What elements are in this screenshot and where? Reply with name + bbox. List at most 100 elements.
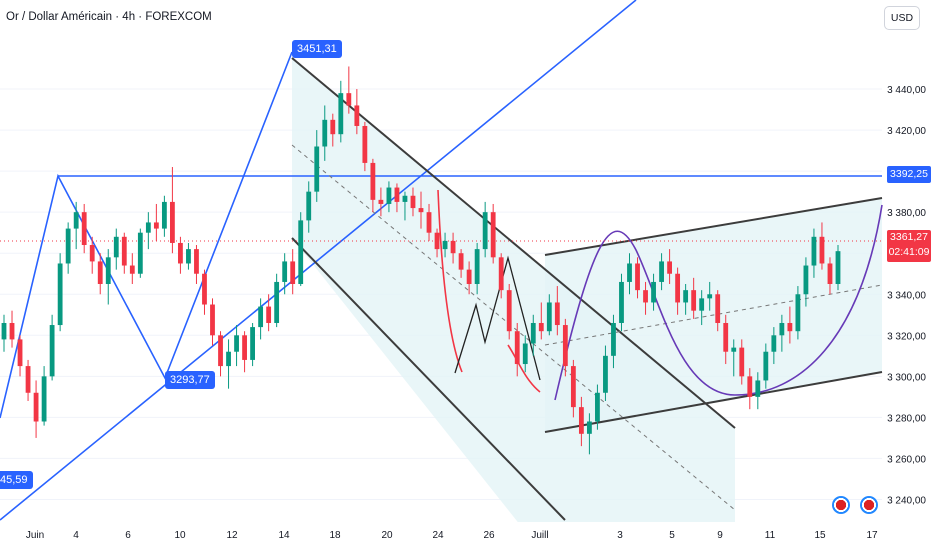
- candle-body: [659, 261, 664, 282]
- candle-body: [570, 366, 576, 408]
- candle-body: [530, 322, 536, 344]
- descending-channel-fill: [292, 58, 735, 550]
- candle-body: [482, 212, 488, 250]
- candle-body: [137, 232, 143, 274]
- candle-body: [450, 240, 456, 254]
- candle-body: [57, 263, 63, 326]
- x-axis: Juin 4 6 10 12 14 18 20 24 26 Juill 3 5 9 11 15 17: [0, 522, 932, 550]
- candle-body: [755, 380, 761, 397]
- level-price-label: 3392,25: [887, 166, 931, 183]
- candle-body: [266, 306, 272, 323]
- candle-body: [330, 119, 336, 135]
- candle-body: [667, 261, 673, 274]
- candle-body: [538, 322, 544, 332]
- candle-body: [290, 261, 296, 284]
- candle-body: [739, 347, 745, 377]
- low-tag: 3293,77: [165, 371, 215, 389]
- candle-body: [554, 302, 560, 326]
- candle-body: [121, 236, 127, 266]
- candle-body: [619, 281, 624, 323]
- candle-body: [474, 249, 480, 284]
- candle-body: [410, 195, 416, 209]
- candle-body: [234, 335, 239, 352]
- candle-body: [186, 249, 191, 264]
- candle-body: [97, 261, 103, 284]
- candle-body: [787, 322, 793, 332]
- y-tick-label: 3 320,00: [887, 331, 926, 342]
- y-tick-label: 3 440,00: [887, 85, 926, 96]
- candle-body: [105, 257, 111, 284]
- ascending-trendline: [0, 0, 637, 521]
- candle-body: [113, 236, 119, 258]
- y-tick-label: 3 280,00: [887, 413, 926, 424]
- candle-body: [394, 187, 400, 202]
- candle-body: [771, 335, 777, 352]
- candle-body: [611, 322, 616, 356]
- candle-body: [145, 222, 151, 233]
- x-tick-label: Juin: [26, 530, 44, 541]
- us-flag-icon[interactable]: [860, 496, 878, 514]
- last-price-label: 3361,27 02:41:09: [887, 230, 931, 262]
- candle-body: [65, 228, 71, 264]
- candle-body: [586, 421, 592, 434]
- us-flag-icon[interactable]: [832, 496, 850, 514]
- descending-channel-top: [291, 57, 736, 429]
- candle-body: [354, 105, 360, 126]
- candle-body: [458, 253, 464, 270]
- candle-body: [322, 119, 328, 147]
- x-tick-label: 24: [432, 530, 444, 541]
- candle-body: [9, 322, 15, 340]
- candle-body: [522, 343, 528, 365]
- candle-body: [514, 331, 520, 365]
- candle-body: [25, 366, 31, 393]
- y-tick-label: 3 380,00: [887, 208, 926, 219]
- ascending-channel-mid: [544, 284, 883, 346]
- candle-body: [707, 294, 713, 299]
- candle-body: [298, 220, 304, 284]
- rounding-curve-left: [554, 204, 883, 401]
- candle-body: [282, 261, 288, 282]
- candle-body: [169, 201, 175, 243]
- candle-body: [795, 294, 801, 332]
- candle-body: [699, 298, 705, 311]
- countdown: 02:41:09: [888, 246, 930, 258]
- candle-body: [346, 93, 352, 106]
- candle-body: [595, 392, 600, 422]
- x-tick-label: 9: [717, 530, 723, 541]
- candle-body: [81, 212, 87, 246]
- candle-body: [370, 162, 376, 200]
- candle-body: [763, 351, 769, 381]
- candle-body: [73, 212, 79, 229]
- x-tick-label: 3: [617, 530, 623, 541]
- candle-body: [1, 322, 7, 340]
- ascending-channel-bottom: [544, 371, 883, 433]
- candle-body: [747, 376, 753, 397]
- x-tick-label: 18: [329, 530, 341, 541]
- x-tick-label: 15: [814, 530, 826, 541]
- y-tick-label: 3 240,00: [887, 495, 926, 506]
- candle-body: [202, 273, 207, 305]
- candle-body: [250, 327, 256, 360]
- red-projection-2: [507, 344, 541, 393]
- x-tick-label: 14: [278, 530, 290, 541]
- x-tick-label: 20: [381, 530, 393, 541]
- chart-title: Or / Dollar Américain · 4h · FOREXCOM: [6, 11, 212, 23]
- high-tag: 3451,31: [292, 40, 342, 58]
- candle-body: [226, 351, 231, 367]
- y-tick-label: 3 420,00: [887, 126, 926, 137]
- candle-body: [578, 407, 584, 434]
- candle-body: [418, 208, 424, 213]
- candle-body: [194, 249, 199, 274]
- candle-body: [129, 265, 135, 274]
- currency-button[interactable]: USD: [884, 6, 920, 30]
- candles: [1, 66, 841, 455]
- y-tick-label: 3 260,00: [887, 454, 926, 465]
- candle-body: [683, 290, 689, 303]
- x-tick-label: 6: [125, 530, 131, 541]
- candle-body: [827, 263, 833, 284]
- candle-body: [41, 376, 47, 422]
- y-tick-label: 3 300,00: [887, 372, 926, 383]
- x-tick-label: 4: [73, 530, 79, 541]
- candle-body: [153, 222, 159, 229]
